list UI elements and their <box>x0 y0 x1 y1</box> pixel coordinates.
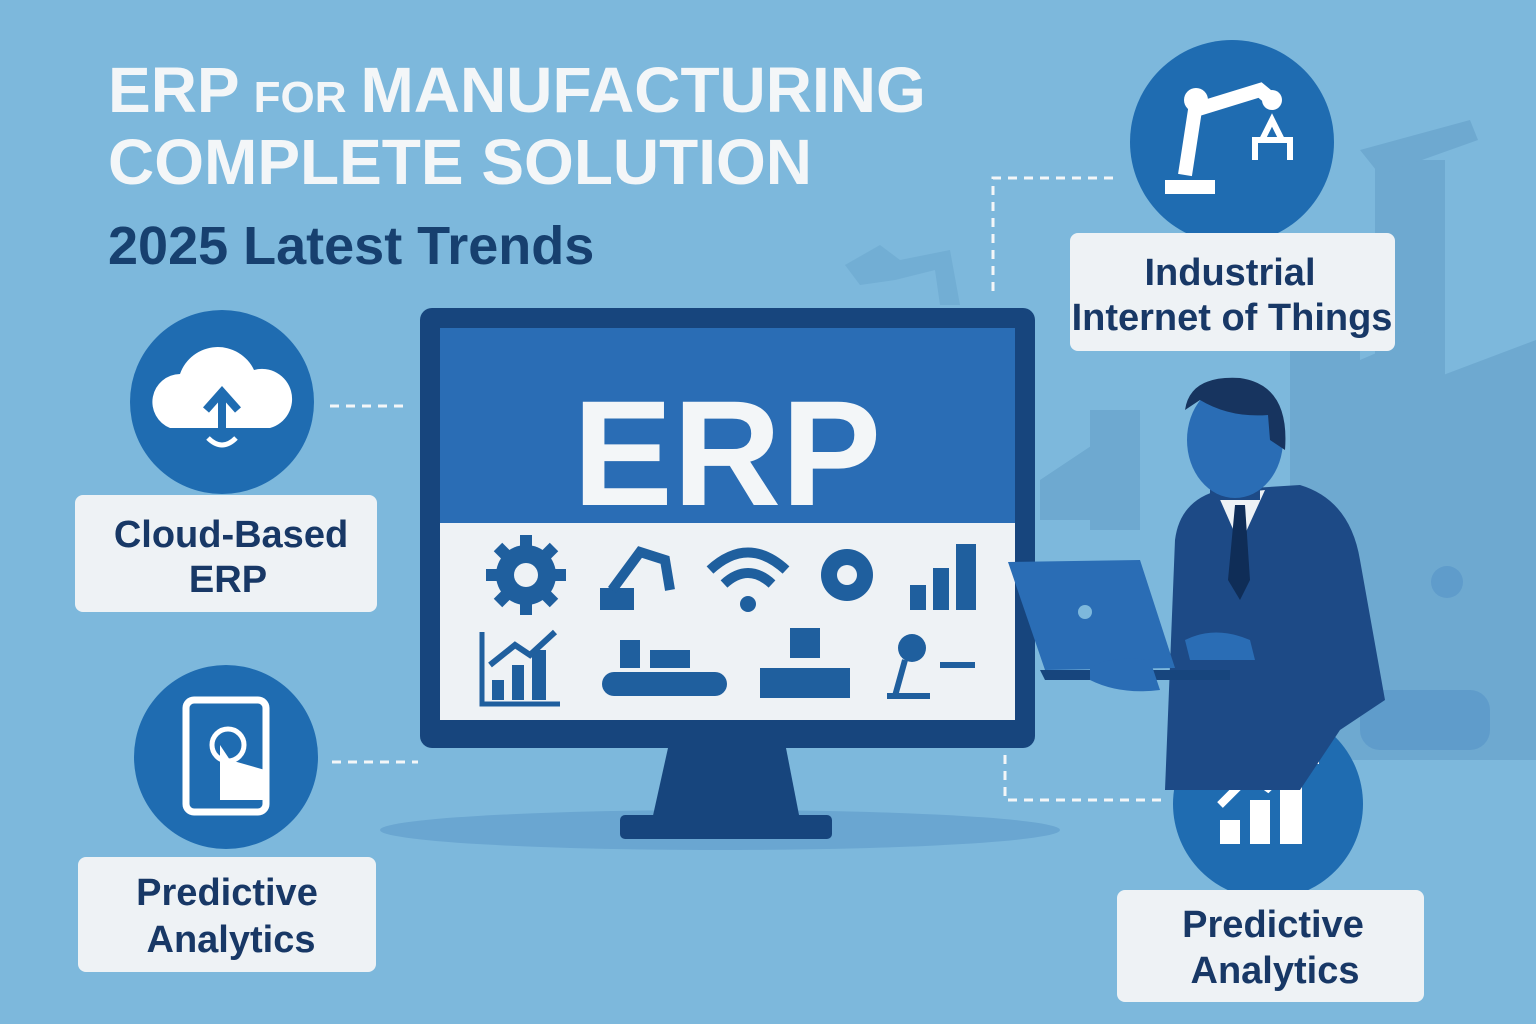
screen-icons-part <box>488 629 558 668</box>
screen-icons-part <box>837 565 857 585</box>
businessman <box>1008 377 1385 790</box>
factory-silhouette-part <box>1431 566 1463 598</box>
cloud-icon-part <box>206 436 238 448</box>
businessman-part <box>1165 485 1385 790</box>
title-line1: ERP FOR MANUFACTURING <box>108 54 926 126</box>
cloud-icon-part <box>203 385 241 432</box>
screen-icons-part <box>620 640 640 668</box>
connectors <box>330 176 1165 802</box>
screen-icons-part <box>607 546 675 593</box>
growth-icon-part <box>1280 775 1302 844</box>
screen-icons-part <box>933 568 949 610</box>
factory-silhouette-part <box>845 245 960 305</box>
factory-silhouette-part <box>1360 690 1490 750</box>
screen-icons-part <box>492 680 504 700</box>
businessman-part <box>1008 560 1175 670</box>
subtitle: 2025 Latest Trends <box>108 216 594 276</box>
factory-silhouette-part <box>1090 410 1140 530</box>
robot-icon-part <box>1130 40 1334 244</box>
screen-icons-part <box>514 563 538 587</box>
connectors-part <box>991 176 1113 297</box>
screen-icons-part <box>706 547 790 588</box>
feature-label: Predictive <box>1182 904 1364 946</box>
title-word: FOR <box>254 73 347 122</box>
connectors-part <box>1003 755 1165 802</box>
screen-icons-part <box>760 668 850 698</box>
monitor-part <box>440 328 1015 523</box>
monitor-part <box>620 815 832 839</box>
feature-label: ERP <box>189 559 267 601</box>
businessman-part <box>1228 505 1250 600</box>
factory-silhouette-part <box>1040 440 1100 520</box>
feature-label: Internet of Things <box>1072 297 1393 339</box>
robot-icon-part <box>1165 180 1215 194</box>
robot-icon-part <box>1184 88 1208 112</box>
touch-icon-part <box>182 696 270 816</box>
feature-label: Predictive <box>136 872 318 914</box>
businessman-part <box>1185 377 1286 450</box>
monitor-label: ERP <box>573 369 881 537</box>
screen-icons-part <box>740 596 756 612</box>
title-word: ERP <box>108 54 240 126</box>
feature-label: Industrial <box>1144 252 1315 294</box>
feature-box <box>75 495 377 612</box>
title-line2: COMPLETE SOLUTION <box>108 126 812 198</box>
factory-silhouette-part <box>1360 120 1478 175</box>
robot-icon-part <box>1252 113 1293 160</box>
feature-label: Analytics <box>147 919 316 961</box>
feature-label: Analytics <box>1191 950 1360 992</box>
screen-icons <box>479 535 976 707</box>
screen-icons-part <box>898 634 926 662</box>
screen-icons-part <box>790 628 820 658</box>
screen-icons-part <box>479 632 560 707</box>
screen-icons-part <box>910 585 926 610</box>
robot-icon-part <box>1262 90 1282 110</box>
cloud-icon <box>130 310 314 494</box>
monitor-part <box>652 748 800 820</box>
feature-box <box>1117 890 1424 1002</box>
title-word: MANUFACTURING <box>360 54 925 126</box>
growth-icon-part <box>1220 820 1240 844</box>
feature-label: Cloud-Based <box>114 514 348 556</box>
touch-icon <box>134 665 318 849</box>
screen-icons-part <box>512 665 524 700</box>
screen-icons-part <box>650 650 690 668</box>
robot-icon <box>1130 40 1334 244</box>
businessman-part <box>1185 632 1255 660</box>
screen-icons-part <box>956 544 976 610</box>
businessman-part <box>1090 658 1160 692</box>
feature-box <box>78 857 376 972</box>
feature-box <box>1070 233 1395 351</box>
screen-icons-part <box>532 650 546 700</box>
screen-icons-part <box>887 659 975 699</box>
screen-icons-part <box>602 672 727 696</box>
monitor <box>380 308 1060 850</box>
touch-icon-part <box>220 745 265 800</box>
growth-icon-part <box>1250 800 1270 844</box>
businessman-part <box>1078 605 1092 619</box>
screen-icons-part <box>600 588 634 610</box>
